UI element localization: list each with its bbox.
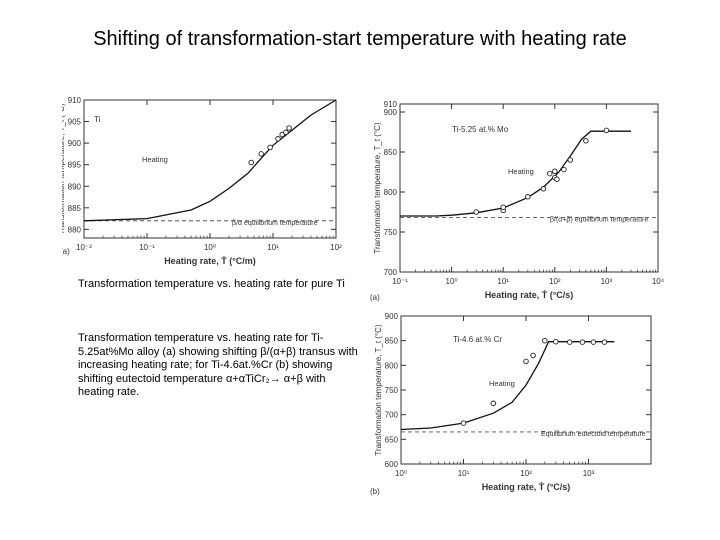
y-tick-label: 910: [68, 96, 82, 105]
x-tick-label: 10³: [583, 469, 595, 478]
data-point: [275, 136, 281, 142]
x-tick-label: 10⁰: [204, 243, 216, 252]
chart-ti-cr: 10⁰ 10¹ 10² 10³ 600 650 700 750 800 850 900 Heating…: [370, 312, 652, 496]
data-point: [473, 209, 479, 215]
plot-frame: [399, 103, 659, 273]
x-tick-label: 10²: [330, 243, 342, 252]
x-tick-label: 10⁻¹: [392, 277, 408, 286]
caption-pure-ti: Transformation temperature vs. heating r…: [78, 278, 345, 290]
y-tick-label: 600: [385, 460, 399, 469]
data-point: [554, 176, 560, 182]
curve-label: Heating: [508, 167, 534, 176]
y-tick-label: 750: [384, 228, 398, 237]
data-point: [267, 144, 273, 151]
y-tick-label: 905: [68, 118, 82, 127]
x-tick-label: 10²: [549, 277, 561, 286]
data-point: [258, 151, 264, 157]
data-point: [547, 170, 553, 177]
plot-frame: [83, 99, 337, 239]
y-axis-label: Transformation temperature, T_t (°C): [374, 324, 383, 456]
data-point: [542, 337, 548, 344]
data-point: [566, 339, 573, 345]
x-tick-label: 10²: [520, 469, 532, 478]
data-point: [286, 125, 292, 131]
reference-label: Equilibrium eutectoid temperature: [541, 431, 646, 438]
data-point: [283, 129, 289, 136]
panel-label: (b): [370, 487, 380, 496]
x-axis-label: Heating rate, Ṫ (°C/s): [485, 290, 574, 300]
data-point: [583, 138, 589, 144]
x-axis-label: Heating rate, Ṫ (°C/m): [164, 256, 256, 266]
data-point: [540, 186, 547, 192]
x-tick-label: 10⁴: [652, 277, 665, 286]
panel-label: (a): [62, 247, 70, 256]
data-point: [590, 339, 597, 345]
data-point: [601, 339, 608, 345]
data-point: [552, 168, 558, 174]
data-point: [460, 420, 467, 426]
y-tick-label: 750: [385, 386, 399, 395]
y-tick-label: 650: [385, 435, 399, 444]
plot-frame: [400, 315, 652, 465]
y-tick-label: 800: [384, 188, 398, 197]
data-point: [525, 194, 531, 200]
y-tick-label: 700: [384, 268, 398, 277]
y-axis-label: Transformation temperature, T_t (°C): [373, 122, 382, 254]
x-tick-label: 10¹: [497, 277, 509, 286]
y-tick-label: 800: [385, 361, 399, 370]
y-tick-label: 850: [384, 148, 398, 157]
panel-label: (a): [370, 293, 380, 302]
curve-label: Heating: [142, 155, 168, 164]
y-axis-label: Transformation temperature, T_t (°C): [62, 103, 66, 235]
x-axis-label: Heating rate, Ṫ (°C/s): [482, 482, 571, 492]
x-tick-label: 10¹: [458, 469, 470, 478]
data-point: [553, 338, 559, 345]
x-tick-label: 10⁻¹: [139, 243, 155, 252]
x-tick-label: 10⁰: [395, 469, 407, 478]
data-point: [567, 157, 574, 163]
data-point: [603, 127, 610, 134]
x-tick-label: 10¹: [267, 243, 279, 252]
curve-label: Heating: [489, 379, 515, 388]
slide-title: Shifting of transformation-start tempera…: [93, 28, 627, 50]
y-tick-label: 885: [68, 204, 82, 213]
fit-curve: [400, 130, 631, 217]
fit-curve: [83, 99, 337, 222]
reference-label: β/(α+β) equilibrium temperature: [550, 217, 648, 224]
y-tick-label: 700: [385, 411, 399, 420]
inset-label: Ti-5.25 at.% Mo: [452, 125, 509, 134]
data-point: [248, 159, 254, 166]
chart-pure-ti: 10⁻² 10⁻¹ 10⁰ 10¹ 10² 880 885 890 895 900 905 910 He…: [62, 96, 342, 266]
y-tick-label: 880: [68, 225, 82, 234]
x-tick-label: 10⁻²: [76, 243, 92, 252]
x-tick-label: 10³: [601, 277, 613, 286]
data-point: [523, 358, 529, 365]
y-tick-label: 900: [385, 312, 399, 321]
y-tick-label-top: 910: [384, 100, 398, 109]
y-tick-label: 900: [384, 108, 398, 117]
y-tick-label: 900: [68, 139, 82, 148]
y-tick-label: 890: [68, 182, 82, 191]
x-tick-label: 10⁰: [446, 277, 458, 286]
y-tick-label: 895: [68, 161, 82, 170]
data-point: [490, 400, 497, 407]
inset-label: Ti-4.6 at.% Cr: [453, 335, 502, 344]
y-tick-label: 850: [385, 337, 399, 346]
data-point: [579, 339, 586, 345]
data-point: [530, 352, 536, 359]
fit-curve: [400, 341, 615, 431]
reference-label: β/α equilibrium temperature: [232, 220, 318, 227]
caption-alloys: Transformation temperature vs. heating r…: [78, 332, 358, 399]
inset-label: Ti: [94, 115, 101, 124]
data-point: [500, 204, 506, 210]
data-point: [561, 166, 567, 173]
